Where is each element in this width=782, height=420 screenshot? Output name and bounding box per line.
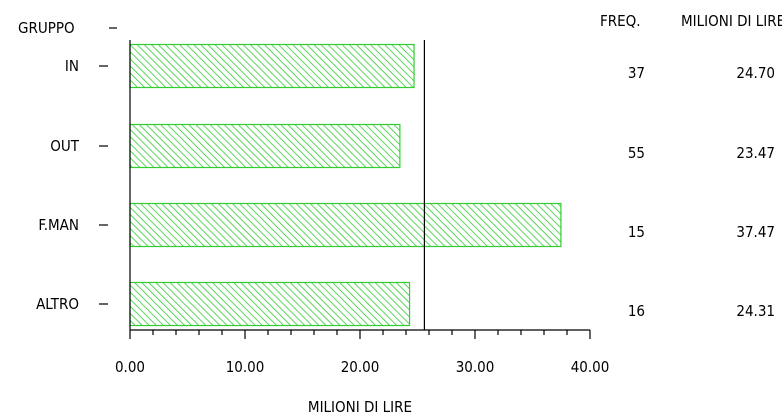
- freq-value-altro: 16: [628, 302, 645, 320]
- value-label-altro: 24.31: [736, 302, 775, 320]
- category-label-f-man: F.MAN: [38, 216, 79, 234]
- table-columns: 37 24.70 55 23.47 15 37.47 16 24.31: [628, 64, 775, 320]
- bar-altro: [129, 281, 411, 327]
- freq-header: FREQ.: [600, 12, 641, 30]
- bars-group: [129, 43, 562, 327]
- freq-value-in: 37: [628, 64, 645, 82]
- freq-value-f-man: 15: [628, 223, 645, 241]
- bar-in: [129, 43, 415, 89]
- x-tick-label: 0.00: [115, 358, 145, 376]
- freq-value-out: 55: [628, 144, 645, 162]
- category-label-altro: ALTRO: [36, 295, 79, 313]
- x-axis-title: MILIONI DI LIRE: [308, 398, 412, 416]
- bar-out: [129, 123, 401, 169]
- category-label-in: IN: [65, 57, 79, 75]
- x-tick-label: 30.00: [456, 358, 495, 376]
- value-header: MILIONI DI LIRE: [681, 12, 782, 30]
- x-tick-label: 40.00: [571, 358, 610, 376]
- category-label-out: OUT: [50, 137, 80, 155]
- bar-f-man: [129, 202, 562, 248]
- x-axis-ticks: 0.00 10.00 20.00 30.00 40.00: [115, 330, 609, 376]
- value-label-out: 23.47: [736, 144, 775, 162]
- x-tick-label: 20.00: [341, 358, 380, 376]
- category-header: GRUPPO: [18, 19, 75, 37]
- x-tick-label: 10.00: [226, 358, 265, 376]
- category-labels: IN OUT F.MAN ALTRO: [36, 57, 108, 313]
- value-label-f-man: 37.47: [736, 223, 775, 241]
- value-label-in: 24.70: [736, 64, 775, 82]
